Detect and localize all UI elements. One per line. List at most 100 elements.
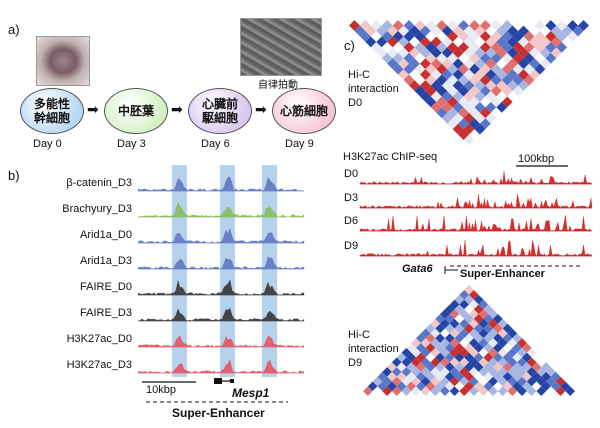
- hic-cell: [474, 112, 486, 124]
- hic-bottom-label: Hi-C interaction D9: [348, 329, 399, 369]
- chip-signal: [359, 215, 593, 232]
- hic-cell: [497, 357, 508, 368]
- hic-cell: [454, 343, 465, 353]
- hic-cell: [406, 381, 416, 392]
- hic-cell: [420, 367, 431, 377]
- hic-cell: [541, 371, 551, 382]
- hic-cell: [411, 367, 421, 377]
- hic-cell: [502, 362, 513, 372]
- hic-cell: [425, 381, 436, 392]
- hic-cell: [420, 328, 431, 339]
- hic-cell: [526, 376, 537, 387]
- hic-cell: [539, 25, 551, 37]
- hic-cell: [406, 352, 416, 363]
- hic-cell: [483, 352, 494, 363]
- hic-cell: [425, 333, 436, 343]
- hic-cell: [473, 362, 484, 372]
- hic-cell: [406, 362, 416, 372]
- hic-cell: [501, 20, 513, 31]
- hic-cell: [416, 352, 426, 363]
- hic-cell: [440, 386, 450, 396]
- hic-cell: [539, 47, 551, 59]
- hic-cell: [401, 347, 412, 358]
- hic-cell: [436, 30, 448, 42]
- hic-cell: [454, 304, 465, 315]
- hic-cell: [473, 343, 484, 353]
- gene-exon: [214, 378, 222, 384]
- stage-day-4: Day 9: [285, 138, 314, 150]
- hic-cell: [534, 30, 546, 42]
- hic-cell: [449, 338, 460, 348]
- hic-cell: [420, 347, 431, 358]
- hic-cell: [560, 381, 571, 392]
- hic-cell: [550, 36, 562, 48]
- hic-cell: [447, 63, 459, 75]
- stage-4: 心筋細胞: [272, 88, 336, 134]
- hic-cell: [512, 63, 524, 75]
- hic-cell: [490, 107, 502, 119]
- hic-cell: [469, 376, 479, 387]
- hic-cell: [441, 101, 453, 113]
- chip-signal: [359, 171, 593, 185]
- hic-cell: [436, 107, 448, 119]
- hic-cell: [474, 47, 486, 59]
- hic-cell: [425, 30, 437, 42]
- hic-cell: [496, 47, 508, 59]
- hic-cell: [517, 386, 527, 396]
- hic-cell: [425, 96, 437, 108]
- hic-cell: [507, 25, 519, 37]
- hic-cell: [392, 63, 404, 75]
- hic-cell: [458, 30, 469, 42]
- hic-cell: [488, 347, 498, 358]
- hic-cell: [392, 20, 404, 31]
- hic-cell: [501, 52, 513, 64]
- hic-cell: [452, 58, 464, 70]
- hic-cell: [463, 134, 475, 146]
- hic-cell: [469, 41, 480, 53]
- hic-cell: [458, 107, 469, 119]
- track-label: H3K27ac_D3: [66, 359, 132, 371]
- hic-cell: [561, 36, 573, 48]
- hic-cell: [546, 386, 556, 396]
- hic-cell: [478, 328, 489, 339]
- hic-cell: [414, 20, 426, 31]
- hic-cell: [485, 58, 497, 70]
- hic-cell: [550, 381, 561, 392]
- hic-cell: [396, 352, 407, 363]
- hic-cell: [416, 333, 426, 343]
- hic-cell: [454, 381, 465, 392]
- hic-cell: [526, 347, 537, 358]
- hic-cell: [452, 90, 464, 102]
- hic-cell: [567, 20, 579, 31]
- hic-cell: [441, 112, 453, 124]
- hic-cell: [401, 386, 412, 396]
- hic-cell: [463, 58, 475, 70]
- hic-cell: [430, 101, 442, 113]
- hic-cell: [372, 376, 383, 387]
- hic-cell: [469, 74, 480, 86]
- hic-cell: [469, 347, 479, 358]
- hic-cell: [419, 80, 431, 91]
- hic-cell: [518, 69, 529, 80]
- hic-cell: [440, 376, 450, 387]
- hic-cell: [536, 386, 547, 396]
- highlight-region: [220, 165, 235, 377]
- hic-cell: [493, 323, 503, 334]
- hic-cell: [449, 328, 460, 339]
- hic-cell: [469, 20, 480, 31]
- hic-cell: [496, 101, 508, 113]
- hic-cell: [550, 371, 561, 382]
- hic-cell: [550, 47, 562, 59]
- hic-cell: [479, 30, 491, 42]
- hic-cell: [507, 338, 518, 348]
- track-signal: [138, 335, 305, 348]
- hic-cell: [488, 376, 498, 387]
- hic-cell: [401, 376, 412, 387]
- hic-cell: [396, 381, 407, 392]
- panel-a-label: a): [8, 22, 20, 37]
- hic-cell: [483, 381, 494, 392]
- hic-cell: [541, 362, 551, 372]
- hic-cell: [425, 371, 436, 382]
- hic-cell: [518, 36, 529, 48]
- hic-cell: [512, 74, 524, 86]
